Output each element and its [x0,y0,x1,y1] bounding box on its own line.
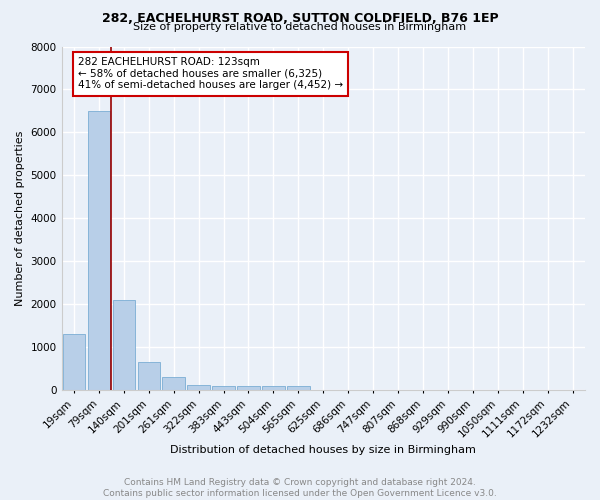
Bar [287,386,310,390]
Text: Contains HM Land Registry data © Crown copyright and database right 2024.
Contai: Contains HM Land Registry data © Crown c… [103,478,497,498]
Bar [237,386,260,390]
Y-axis label: Number of detached properties: Number of detached properties [15,130,25,306]
Bar [113,300,135,390]
X-axis label: Distribution of detached houses by size in Birmingham: Distribution of detached houses by size … [170,445,476,455]
Bar [88,111,110,390]
Bar [212,386,235,390]
Text: 282 EACHELHURST ROAD: 123sqm
← 58% of detached houses are smaller (6,325)
41% of: 282 EACHELHURST ROAD: 123sqm ← 58% of de… [78,57,343,90]
Bar [137,362,160,390]
Text: Size of property relative to detached houses in Birmingham: Size of property relative to detached ho… [133,22,467,32]
Text: 282, EACHELHURST ROAD, SUTTON COLDFIELD, B76 1EP: 282, EACHELHURST ROAD, SUTTON COLDFIELD,… [101,12,499,24]
Bar [187,384,210,390]
Bar [262,386,284,390]
Bar [63,334,85,390]
Bar [163,378,185,390]
